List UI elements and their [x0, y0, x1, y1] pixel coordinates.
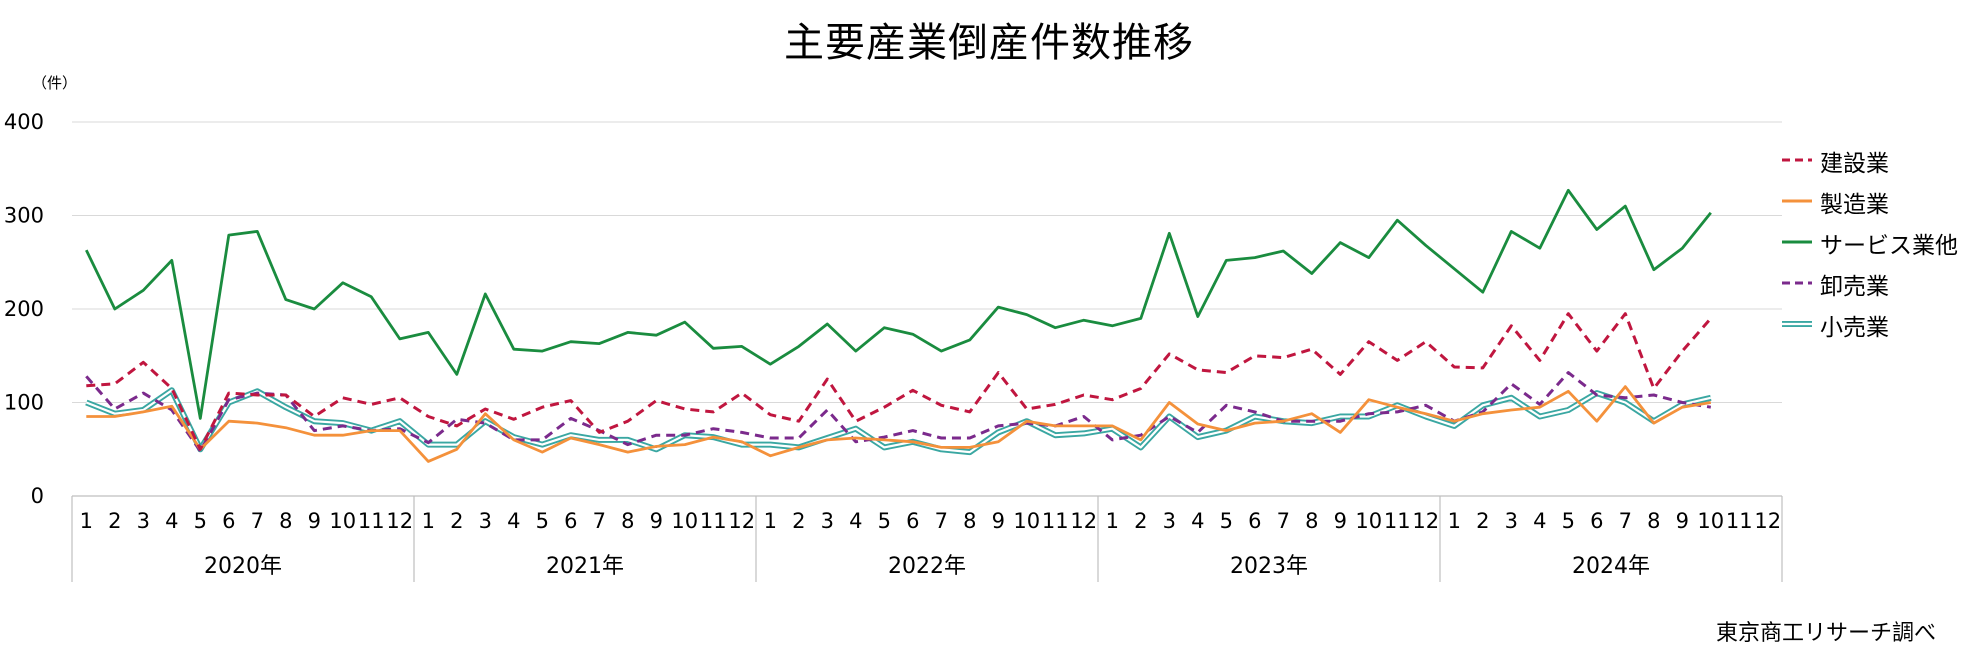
x-tick-label-month: 4 [1533, 509, 1546, 533]
x-tick-label-month: 7 [251, 509, 264, 533]
x-tick-label-month: 8 [963, 509, 976, 533]
x-tick-label-month: 12 [1070, 509, 1097, 533]
x-tick-label-month: 3 [137, 509, 150, 533]
x-tick-label-month: 7 [1277, 509, 1290, 533]
x-tick-label-month: 1 [1448, 509, 1461, 533]
x-tick-label-month: 11 [358, 509, 385, 533]
y-tick-label: 200 [4, 297, 44, 321]
x-tick-label-month: 3 [479, 509, 492, 533]
x-tick-label-month: 12 [1412, 509, 1439, 533]
legend-swatch [1782, 240, 1812, 244]
series-line-3 [85, 188, 1712, 420]
x-tick-label-month: 1 [764, 509, 777, 533]
x-tick-label-month: 6 [906, 509, 919, 533]
x-tick-label-month: 5 [878, 509, 891, 533]
y-axis-unit-label: （件） [32, 74, 78, 92]
x-tick-label-month: 1 [1106, 509, 1119, 533]
x-tick-label-month: 2 [1134, 509, 1147, 533]
x-tick-label-month: 7 [1619, 509, 1632, 533]
x-tick-label-month: 10 [1355, 509, 1382, 533]
x-tick-label-month: 10 [671, 509, 698, 533]
legend-swatch [1782, 199, 1812, 203]
x-tick-label-year: 2022年 [888, 554, 966, 579]
series-line-2 [86, 385, 1712, 463]
x-tick-label-month: 11 [700, 509, 727, 533]
x-tick-label-month: 6 [564, 509, 577, 533]
x-tick-label-month: 9 [1676, 509, 1689, 533]
x-tick-label-month: 11 [1384, 509, 1411, 533]
x-tick-label-year: 2021年 [546, 554, 624, 579]
x-tick-label-month: 1 [80, 509, 93, 533]
series-line-4 [85, 371, 1712, 453]
x-tick-label-month: 1 [422, 509, 435, 533]
series-line-1 [86, 312, 1712, 451]
x-tick-label-month: 7 [935, 509, 948, 533]
legend-swatch [1782, 281, 1812, 285]
y-tick-labels: 0 100 200 300 400 [4, 110, 44, 508]
x-tick-label-month: 2 [108, 509, 121, 533]
source-note: 東京商工リサーチ調べ [1715, 621, 1936, 646]
x-tick-label-month: 4 [849, 509, 862, 533]
x-tick-label-month: 7 [593, 509, 606, 533]
x-tick-label-month: 4 [1191, 509, 1204, 533]
x-tick-label-year: 2024年 [1572, 554, 1650, 579]
x-tick-label-month: 6 [1590, 509, 1603, 533]
x-tick-label-year: 2023年 [1230, 554, 1308, 579]
legend-swatch [1782, 321, 1812, 327]
legend-label: 小売業 [1820, 315, 1889, 341]
legend-label: 卸売業 [1820, 274, 1889, 300]
x-tick-label-month: 5 [1220, 509, 1233, 533]
series-lines [85, 188, 1712, 463]
x-tick-label-month: 11 [1726, 509, 1753, 533]
legend-label: サービス業他 [1820, 233, 1958, 259]
x-tick-label-month: 12 [728, 509, 755, 533]
x-tick-label-month: 8 [1647, 509, 1660, 533]
x-tick-label-month: 9 [992, 509, 1005, 533]
x-tick-label-month: 9 [308, 509, 321, 533]
legend-swatch [1782, 158, 1812, 162]
x-tick-label-month: 8 [1305, 509, 1318, 533]
gridlines [72, 121, 1782, 403]
x-tick-label-month: 4 [165, 509, 178, 533]
x-tick-label-month: 8 [621, 509, 634, 533]
x-tick-label-month: 8 [279, 509, 292, 533]
y-tick-label: 300 [4, 204, 44, 228]
x-tick-label-month: 9 [650, 509, 663, 533]
x-tick-label-month: 3 [1163, 509, 1176, 533]
chart-title: 主要産業倒産件数推移 [784, 20, 1194, 66]
x-tick-label-month: 2 [1476, 509, 1489, 533]
x-tick-label-month: 2 [450, 509, 463, 533]
y-tick-label: 100 [4, 391, 44, 415]
legend-label: 建設業 [1820, 151, 1889, 177]
x-tick-label-month: 3 [821, 509, 834, 533]
x-tick-label-year: 2020年 [204, 554, 282, 579]
x-tick-label-month: 10 [1697, 509, 1724, 533]
x-tick-label-month: 11 [1042, 509, 1069, 533]
x-tick-label-month: 5 [1562, 509, 1575, 533]
x-tick-label-month: 5 [536, 509, 549, 533]
x-tick-label-month: 6 [222, 509, 235, 533]
legend-label: 製造業 [1820, 192, 1889, 218]
x-tick-label-month: 10 [1013, 509, 1040, 533]
x-tick-label-month: 12 [1754, 509, 1781, 533]
x-tick-label-month: 6 [1248, 509, 1261, 533]
x-tick-label-month: 10 [329, 509, 356, 533]
x-tick-label-month: 4 [507, 509, 520, 533]
x-tick-label-month: 3 [1505, 509, 1518, 533]
x-tick-label-month: 9 [1334, 509, 1347, 533]
x-tick-label-month: 12 [386, 509, 413, 533]
y-tick-label: 400 [4, 110, 44, 134]
x-tick-label-month: 5 [194, 509, 207, 533]
x-tick-label-month: 2 [792, 509, 805, 533]
y-tick-label: 0 [31, 484, 44, 508]
